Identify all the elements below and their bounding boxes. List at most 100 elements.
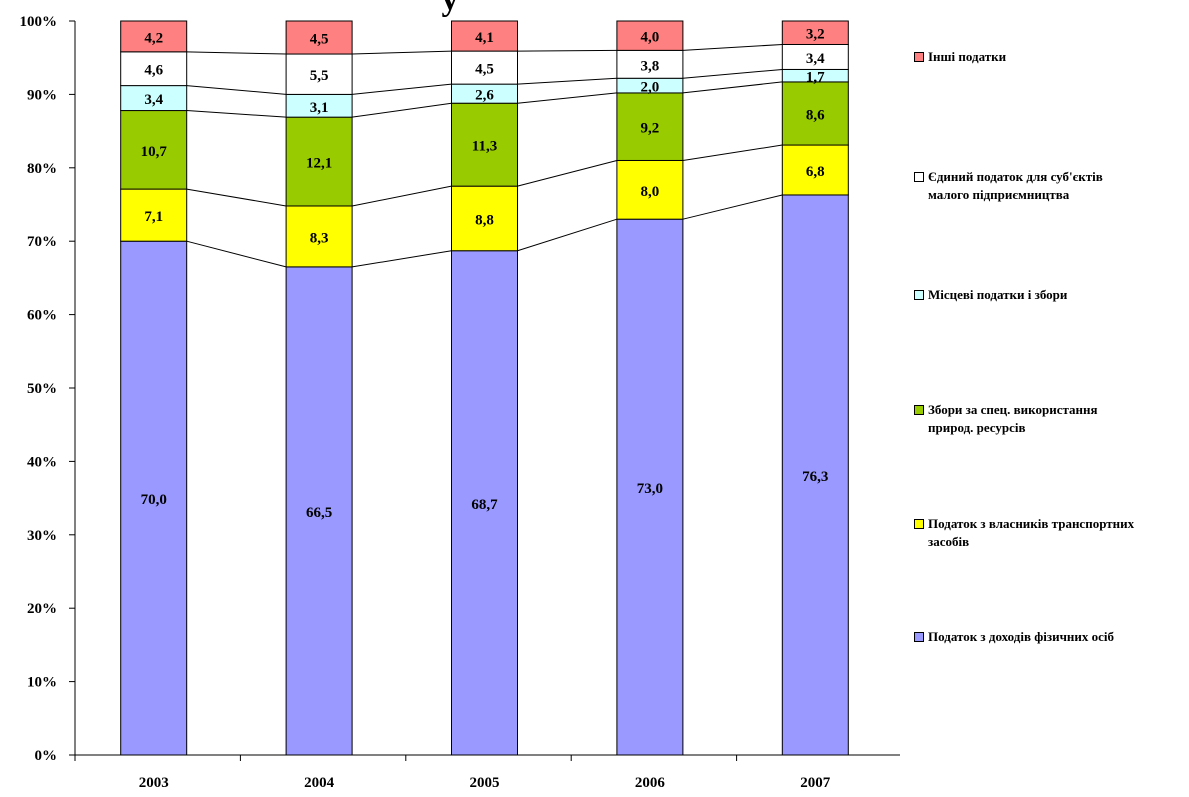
data-label: 4,0 — [641, 30, 660, 46]
legend-item: Єдиний податок для суб'єктів малого підпр… — [914, 168, 1103, 204]
y-tick-label: 40% — [27, 454, 57, 470]
legend-swatch — [914, 290, 924, 300]
x-tick-label: 2006 — [635, 775, 666, 791]
series-connector-line — [517, 49, 617, 52]
legend-label: Єдиний податок для суб'єктів малого підпр… — [928, 168, 1103, 204]
data-label: 8,8 — [475, 212, 494, 228]
series-connector-line — [682, 194, 783, 220]
data-label: 10,7 — [141, 144, 168, 160]
series-connector-line — [352, 102, 452, 118]
data-label: 3,4 — [144, 92, 163, 108]
x-tick-label: 2007 — [800, 775, 831, 791]
data-label: 6,8 — [806, 164, 825, 180]
series-connector-line — [682, 144, 783, 161]
data-label: 68,7 — [471, 497, 498, 513]
data-label: 5,5 — [310, 68, 329, 84]
data-label: 3,1 — [310, 100, 329, 116]
bar-segment — [451, 250, 518, 756]
bar-segment — [285, 266, 353, 756]
data-label: 12,1 — [306, 156, 332, 172]
y-tick-label: 50% — [27, 381, 57, 397]
y-tick-label: 0% — [35, 748, 58, 764]
y-tick-label: 30% — [27, 528, 57, 544]
bar-segment — [451, 50, 518, 85]
series-connector-line — [682, 43, 783, 51]
series-connector-line — [517, 159, 618, 187]
legend-label-line: Інші податки — [928, 49, 1007, 64]
legend-item: Податок з власників транспортних засобів — [914, 515, 1134, 551]
data-label: 70,0 — [141, 492, 167, 508]
data-label: 4,5 — [310, 32, 329, 48]
bar-segment — [616, 20, 684, 51]
series-connector-line — [186, 85, 287, 95]
legend-swatch — [914, 632, 924, 642]
series-connector-line — [352, 50, 452, 55]
legend-label-line: Податок з власників транспортних — [928, 516, 1135, 531]
bar-segment — [781, 43, 849, 70]
data-label: 9,2 — [641, 121, 660, 137]
legend-label: Інші податки — [928, 48, 1006, 66]
legend-label: Місцеві податки і збори — [928, 286, 1067, 304]
legend-swatch — [914, 172, 924, 182]
legend-label-line: Місцеві податки і збори — [928, 287, 1068, 302]
y-tick-label: 20% — [27, 601, 57, 617]
bar-segment — [285, 116, 353, 207]
chart-canvas: у 0% 10% 20% 30% 40% 50% 60% 70% 80% 90% 100% 2003 20… — [20, 0, 903, 791]
series-connector-line — [186, 240, 287, 268]
data-label: 4,2 — [144, 30, 163, 46]
bar-segment — [120, 188, 188, 242]
legend-item: Збори за спец. використання природ. ресур… — [914, 401, 1098, 437]
data-label: 8,6 — [806, 107, 825, 123]
bar-segment — [285, 53, 353, 95]
data-label: 2,6 — [475, 88, 494, 104]
bar-segment — [781, 144, 849, 196]
y-tick-label: 60% — [27, 308, 57, 324]
legend-label: Податок з доходів фізичних осіб — [928, 628, 1114, 646]
bar-segment — [120, 110, 188, 190]
y-tick-label: 10% — [27, 675, 57, 691]
bar-segment — [285, 20, 353, 55]
legend-label: Збори за спец. використання природ. ресур… — [928, 401, 1098, 437]
legend-label-line: природ. ресурсів — [928, 420, 1026, 435]
y-tick-label: 80% — [27, 161, 57, 177]
x-tick-label: 2003 — [139, 775, 169, 791]
data-label: 4,6 — [144, 63, 163, 79]
legend-swatch — [914, 519, 924, 529]
data-label: 7,1 — [144, 209, 163, 225]
series-connector-line — [186, 188, 287, 207]
legend-label-line: Збори за спец. використання — [928, 402, 1098, 417]
bar-segment — [120, 85, 188, 112]
data-label: 3,4 — [806, 51, 825, 67]
data-label: 8,0 — [641, 184, 660, 200]
bar-segment — [451, 185, 518, 252]
x-tick-label: 2004 — [304, 775, 335, 791]
bar-segment — [616, 49, 684, 79]
chart-title: у — [442, 0, 459, 18]
data-label: 73,0 — [637, 481, 663, 497]
data-label: 76,3 — [802, 469, 828, 485]
legend-item: Податок з доходів фізичних осіб — [914, 628, 1114, 646]
bar-segment — [781, 194, 849, 756]
series-connector-line — [517, 92, 617, 104]
data-label: 8,3 — [310, 230, 329, 246]
bar-segment — [120, 20, 188, 53]
legend-label-line: Єдиний податок для суб'єктів — [928, 169, 1103, 184]
series-connector-line — [682, 81, 783, 94]
data-label: 3,8 — [641, 58, 660, 74]
data-label: 4,1 — [475, 30, 494, 46]
legend-item: Місцеві податки і збори — [914, 286, 1067, 304]
bar-segment — [616, 92, 684, 161]
y-tick-label: 100% — [20, 14, 58, 30]
bar-segment — [451, 20, 518, 52]
bar-segment — [616, 159, 684, 220]
bar-segment — [781, 20, 849, 45]
legend-item: Інші податки — [914, 48, 1006, 66]
legend-label-line: засобів — [928, 534, 970, 549]
data-label: 11,3 — [472, 139, 497, 155]
data-label: 2,0 — [641, 80, 660, 96]
series-connector-line — [682, 68, 783, 79]
data-label: 4,5 — [475, 62, 494, 78]
legend-swatch — [914, 405, 924, 415]
y-tick-label: 90% — [27, 87, 57, 103]
x-tick-label: 2005 — [470, 775, 500, 791]
